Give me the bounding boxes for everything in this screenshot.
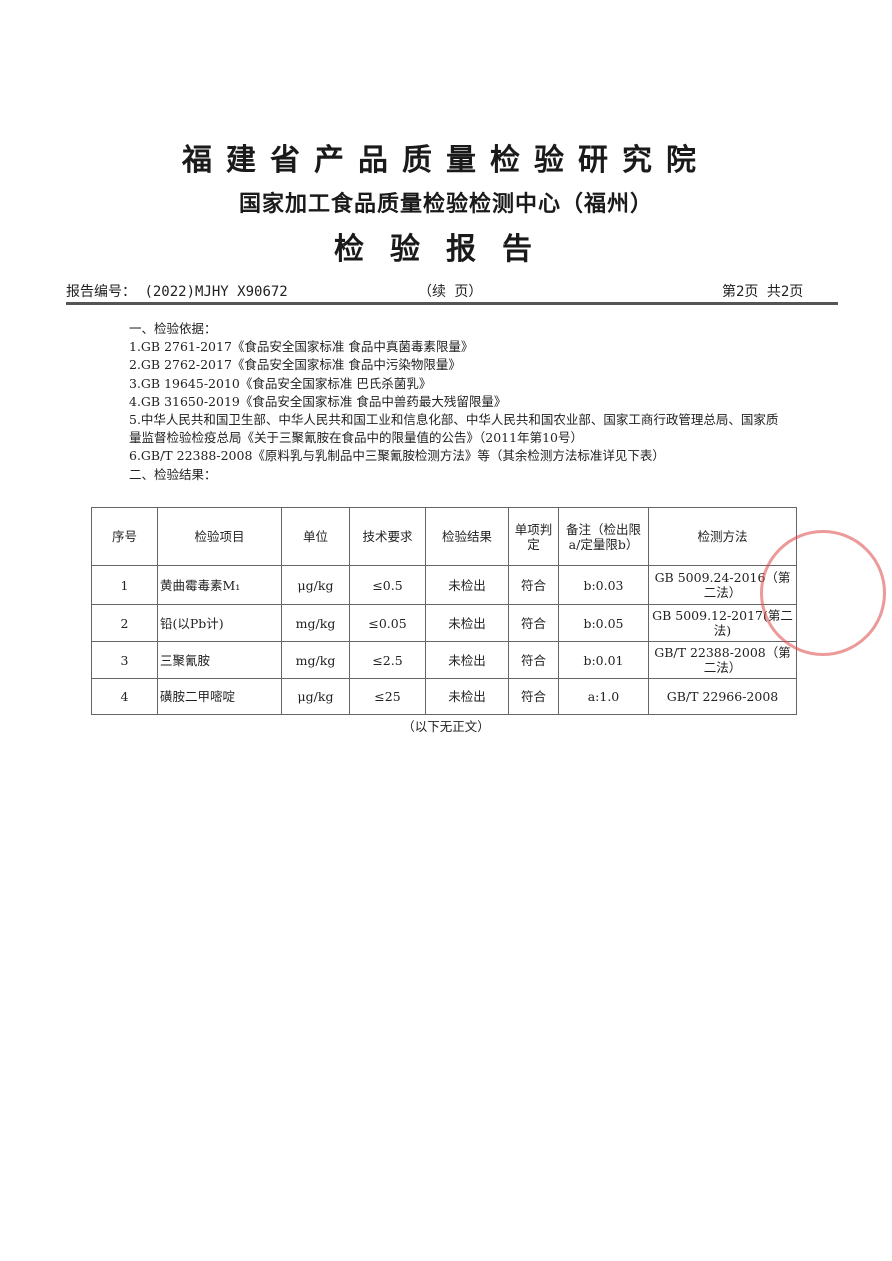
report-number-value: (2022)MJHY X90672 [144, 284, 288, 300]
table-cell: ≤2.5 [349, 641, 426, 679]
table-cell: 未检出 [425, 604, 509, 642]
table-cell: 三聚氰胺 [157, 641, 282, 679]
basis-item: 4.GB 31650-2019《食品安全国家标准 食品中兽药最大残留限量》 [129, 393, 507, 409]
table-cell: GB/T 22388-2008（第二法） [648, 641, 797, 679]
table-cell: 4 [91, 678, 158, 715]
basis-item: 3.GB 19645-2010《食品安全国家标准 巴氏杀菌乳》 [129, 375, 432, 391]
center-title: 国家加工食品质量检验检测中心（福州） [238, 191, 653, 217]
table-cell: 符合 [508, 641, 559, 679]
basis-item: 2.GB 2762-2017《食品安全国家标准 食品中污染物限量》 [129, 357, 461, 373]
institute-title: 福建省产品质量检验研究院 [182, 143, 710, 178]
table-cell: b:0.01 [558, 641, 649, 679]
table-header-row: 序号 检验项目 单位 技术要求 检验结果 单项判定 备注（检出限a/定量限b） 检测方法 [91, 507, 797, 566]
table-cell: GB/T 22966-2008 [648, 678, 797, 715]
official-stamp [760, 530, 886, 656]
column-header: 检验项目 [157, 507, 282, 566]
table-cell: 未检出 [425, 678, 509, 715]
table-cell: b:0.05 [558, 604, 649, 642]
table-cell: 3 [91, 641, 158, 679]
table-cell: b:0.03 [558, 565, 649, 605]
table-cell: 1 [91, 565, 158, 605]
basis-item: 1.GB 2761-2017《食品安全国家标准 食品中真菌毒素限量》 [129, 339, 474, 355]
table-cell: 符合 [508, 565, 559, 605]
table-cell: mg/kg [281, 604, 350, 642]
page-info: 第2页 共2页 [722, 284, 804, 300]
table-cell: ≤0.5 [349, 565, 426, 605]
column-header: 技术要求 [349, 507, 426, 566]
column-header: 单位 [281, 507, 350, 566]
table-cell: ≤0.05 [349, 604, 426, 642]
table-cell: a:1.0 [558, 678, 649, 715]
table-cell: 磺胺二甲嘧啶 [157, 678, 282, 715]
table-cell: ≤25 [349, 678, 426, 715]
basis-heading: 一、检验依据： [129, 321, 217, 336]
table-row: 4 磺胺二甲嘧啶 μg/kg ≤25 未检出 符合 a:1.0 GB/T 22966-2008 [91, 678, 797, 715]
table-cell: 未检出 [425, 565, 509, 605]
continued-label: （续 页） [418, 284, 483, 300]
column-header: 备注（检出限a/定量限b） [558, 507, 649, 566]
report-number-label: 报告编号： [66, 284, 136, 300]
table-cell: 符合 [508, 604, 559, 642]
table-cell: 铅(以Pb计) [157, 604, 282, 642]
header-rule [66, 302, 838, 305]
table-cell: μg/kg [281, 678, 350, 715]
table-cell: 2 [91, 604, 158, 642]
table-cell: 黄曲霉毒素M₁ [157, 565, 282, 605]
table-cell: 符合 [508, 678, 559, 715]
column-header: 检验结果 [425, 507, 509, 566]
column-header: 单项判定 [508, 507, 559, 566]
inspection-basis: 一、检验依据： 1.GB 2761-2017《食品安全国家标准 食品中真菌毒素限… [129, 320, 779, 484]
basis-item: 5.中华人民共和国卫生部、中华人民共和国工业和信息化部、中华人民共和国农业部、国… [129, 412, 779, 446]
table-cell: 未检出 [425, 641, 509, 679]
report-title: 检验报告 [334, 232, 558, 267]
table-row: 3 三聚氰胺 mg/kg ≤2.5 未检出 符合 b:0.01 GB/T 22388-2008… [91, 641, 797, 679]
results-heading: 二、检验结果： [129, 466, 217, 482]
end-of-text-note: （以下无正文） [402, 719, 490, 734]
column-header: 序号 [91, 507, 158, 566]
table-cell: mg/kg [281, 641, 350, 679]
table-row: 2 铅(以Pb计) mg/kg ≤0.05 未检出 符合 b:0.05 GB 5009.12-… [91, 604, 797, 642]
report-number: 报告编号： (2022)MJHY X90672 [66, 281, 288, 301]
table-row: 1 黄曲霉毒素M₁ μg/kg ≤0.5 未检出 符合 b:0.03 GB 5009.24-2… [91, 565, 797, 605]
table-cell: μg/kg [281, 565, 350, 605]
basis-item: 6.GB/T 22388-2008《原料乳与乳制品中三聚氰胺检测方法》等（其余检… [129, 448, 665, 464]
